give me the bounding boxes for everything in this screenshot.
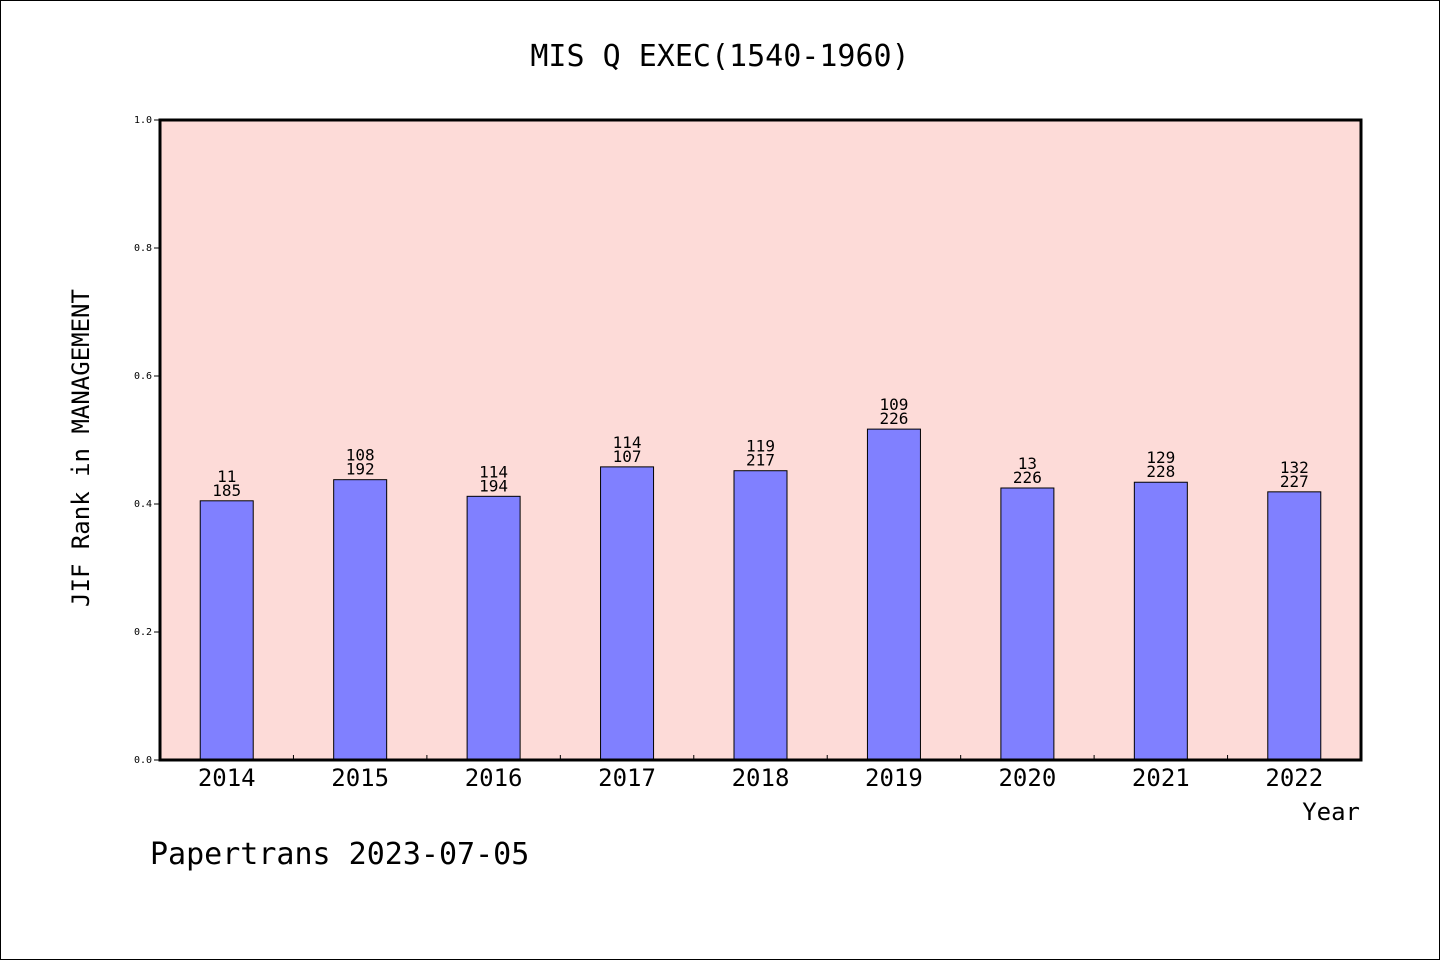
bar-2020 xyxy=(1000,487,1055,761)
bar-2017 xyxy=(600,466,655,761)
chart-title: MIS Q EXEC(1540-1960) xyxy=(530,39,909,74)
bar-label-top: 129 xyxy=(1146,448,1175,467)
bar-label-bottom: 194 xyxy=(479,476,508,495)
y-axis-label: JIF Rank in MANAGEMENT xyxy=(67,289,95,607)
y-tick-label: 0.0 xyxy=(134,755,152,766)
x-tick-label: 2018 xyxy=(732,764,790,792)
bar-label-top: 109 xyxy=(879,395,908,414)
bar-label-bottom: 226 xyxy=(1013,468,1042,487)
bar-label-bottom: 185 xyxy=(212,481,241,500)
y-axis: 0.0 0.2 0.4 0.6 0.8 1.0 xyxy=(134,115,160,766)
bar-2015 xyxy=(333,479,388,761)
x-tick-label: 2015 xyxy=(331,764,389,792)
bar-label-top: 11 xyxy=(217,467,236,486)
y-tick-label: 0.2 xyxy=(134,627,152,638)
bar-2022 xyxy=(1267,491,1322,761)
x-tick-label: 2022 xyxy=(1265,764,1323,792)
bar-label-bottom: 228 xyxy=(1146,462,1175,481)
x-tick-label: 2014 xyxy=(198,764,256,792)
bar-label-top: 114 xyxy=(479,462,508,481)
bar-2016 xyxy=(466,495,521,761)
x-tick-label: 2021 xyxy=(1132,764,1190,792)
y-tick-label: 0.8 xyxy=(134,243,152,254)
bar-label-bottom: 192 xyxy=(346,460,375,479)
bar-label-top: 132 xyxy=(1280,458,1309,477)
footer-text: Papertrans 2023-07-05 xyxy=(150,837,529,872)
bar-label-top: 119 xyxy=(746,437,775,456)
x-tick-label: 2016 xyxy=(465,764,523,792)
x-tick-label: 2020 xyxy=(998,764,1056,792)
bar-label-top: 13 xyxy=(1018,454,1037,473)
y-tick-label: 1.0 xyxy=(134,115,152,126)
plot-border xyxy=(158,118,1363,762)
x-axis-label: Year xyxy=(1302,798,1360,826)
bar-2018 xyxy=(733,470,788,761)
bar-label-top: 114 xyxy=(613,433,642,452)
bar-2019 xyxy=(866,428,921,761)
x-tick-label: 2019 xyxy=(865,764,923,792)
bar-label-bottom: 107 xyxy=(613,447,642,466)
y-tick-label: 0.4 xyxy=(134,499,152,510)
bar-label-bottom: 226 xyxy=(879,409,908,428)
bars xyxy=(199,428,1322,761)
bar-label-bottom: 227 xyxy=(1280,472,1309,491)
bar-2014 xyxy=(199,500,254,761)
bar-label-bottom: 217 xyxy=(746,451,775,470)
bar-2021 xyxy=(1133,481,1188,761)
x-axis: 2014 2015 2016 2017 2018 2019 2020 2021 2022 xyxy=(198,755,1323,792)
x-tick-label: 2017 xyxy=(598,764,656,792)
y-tick-label: 0.6 xyxy=(134,371,152,382)
bar-label-top: 108 xyxy=(346,446,375,465)
